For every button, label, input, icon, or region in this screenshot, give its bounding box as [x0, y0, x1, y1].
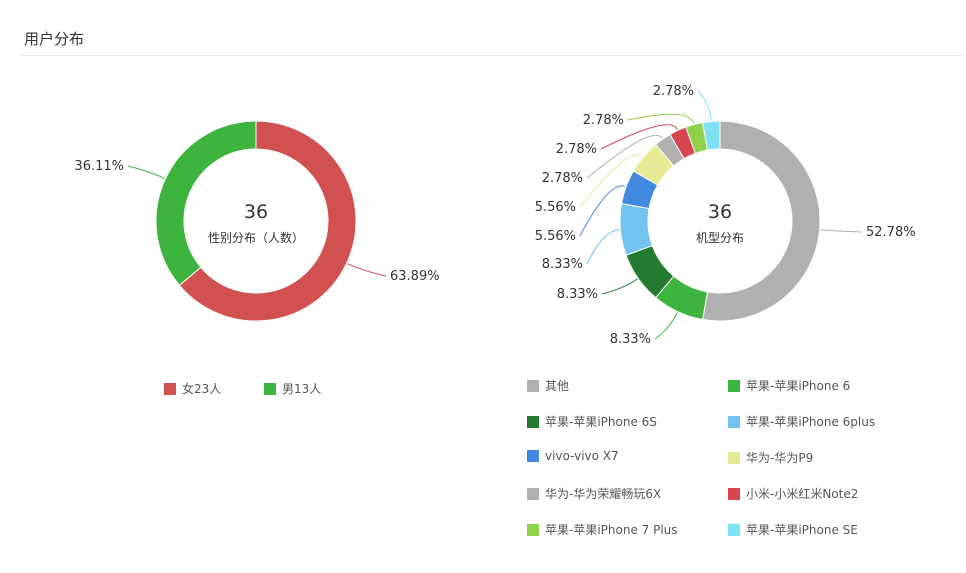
gender-legend-item-0[interactable]: 女23人 — [164, 380, 221, 397]
device-slice-3[interactable] — [619, 203, 653, 256]
device-leader-line-0 — [820, 229, 863, 233]
gender-legend-item-1[interactable]: 男13人 — [264, 380, 321, 397]
gender-legend-item-0-swatch — [164, 382, 176, 395]
device-legend-item-0[interactable]: 其他 — [527, 377, 569, 394]
device-percent-label-8: 2.78% — [583, 113, 624, 128]
device-legend-item-6[interactable]: 华为-华为荣耀畅玩6X — [527, 485, 661, 502]
device-legend-item-1-swatch — [728, 379, 740, 392]
device-slice-0[interactable] — [702, 120, 821, 322]
device-legend-item-9-label: 苹果-苹果iPhone SE — [746, 523, 858, 537]
device-legend-item-5[interactable]: 华为-华为P9 — [728, 449, 813, 466]
device-percent-label-9: 2.78% — [653, 84, 694, 99]
gender-legend-item-0-label: 女23人 — [182, 382, 222, 396]
device-legend-item-9-swatch — [728, 523, 740, 536]
device-legend-item-2[interactable]: 苹果-苹果iPhone 6S — [527, 413, 657, 430]
device-legend-item-2-label: 苹果-苹果iPhone 6S — [545, 415, 657, 429]
device-percent-label-1: 8.33% — [610, 332, 651, 347]
device-legend-item-3[interactable]: 苹果-苹果iPhone 6plus — [728, 413, 875, 430]
device-legend-item-5-swatch — [728, 451, 740, 464]
device-leader-line-6 — [586, 134, 663, 179]
gender-donut-chart: 63.89% 36.11% 36 性别分布（人数） — [74, 120, 440, 322]
device-legend-item-6-label: 华为-华为荣耀畅玩6X — [545, 487, 662, 501]
device-legend-item-3-swatch — [728, 415, 740, 428]
device-leader-line-5 — [579, 154, 643, 208]
gender-center-label: 性别分布（人数） — [208, 230, 304, 245]
device-legend-item-7-swatch — [728, 487, 740, 500]
device-legend-item-4[interactable]: vivo-vivo X7 — [527, 449, 619, 463]
device-leader-line-4 — [579, 185, 626, 237]
device-legend-item-7[interactable]: 小米-小米红米Note2 — [728, 485, 858, 502]
device-legend-item-0-label: 其他 — [545, 379, 570, 393]
page-title: 用户分布 — [24, 30, 85, 48]
device-percent-label-7: 2.78% — [556, 142, 597, 157]
device-percent-label-3: 8.33% — [542, 257, 583, 272]
device-legend-item-6-swatch — [527, 487, 539, 500]
device-center-value: 36 — [708, 201, 732, 223]
device-legend-item-2-swatch — [527, 415, 539, 428]
device-leader-line-8 — [627, 113, 695, 124]
gender-leader-line-1 — [127, 165, 165, 179]
gender-percent-label-0: 63.89% — [390, 269, 440, 284]
device-percent-label-6: 2.78% — [542, 171, 583, 186]
gender-legend-item-1-label: 男13人 — [282, 382, 322, 396]
device-percent-label-5: 5.56% — [535, 200, 576, 215]
device-legend-item-8-swatch — [527, 523, 539, 536]
device-legend-item-9[interactable]: 苹果-苹果iPhone SE — [728, 521, 858, 538]
device-percent-label-4: 5.56% — [535, 229, 576, 244]
device-percent-label-0: 52.78% — [866, 225, 916, 240]
device-donut-chart: 52.78% 8.33% 8.33% 8.33% 5.56% 5.56% 2.78% 2.78… — [535, 84, 916, 347]
gender-leader-line-0 — [347, 263, 387, 277]
device-leader-line-9 — [697, 90, 712, 121]
device-legend-item-0-swatch — [527, 379, 539, 392]
device-legend-item-4-label: vivo-vivo X7 — [545, 449, 619, 463]
device-legend-item-1-label: 苹果-苹果iPhone 6 — [746, 379, 851, 393]
device-legend-item-8-label: 苹果-苹果iPhone 7 Plus — [545, 523, 678, 537]
device-slice-9[interactable] — [702, 120, 721, 151]
device-legend-item-5-label: 华为-华为P9 — [746, 451, 814, 465]
device-leader-line-3 — [586, 229, 620, 265]
device-leader-line-1 — [654, 312, 678, 340]
device-legend-item-7-label: 小米-小米红米Note2 — [746, 487, 859, 501]
gender-percent-label-1: 36.11% — [74, 159, 124, 174]
gender-legend-item-1-swatch — [264, 382, 276, 395]
device-legend-item-3-label: 苹果-苹果iPhone 6plus — [746, 415, 876, 429]
title-divider — [22, 55, 962, 56]
device-percent-label-2: 8.33% — [557, 287, 598, 302]
device-legend-item-8[interactable]: 苹果-苹果iPhone 7 Plus — [527, 521, 678, 538]
device-leader-line-2 — [601, 278, 638, 295]
device-legend-item-1[interactable]: 苹果-苹果iPhone 6 — [728, 377, 850, 394]
gender-center-value: 36 — [244, 201, 268, 223]
device-leader-line-7 — [600, 124, 678, 150]
gender-slice-1[interactable] — [155, 120, 257, 286]
device-center-label: 机型分布 — [696, 231, 744, 245]
gender-slice-0[interactable] — [178, 120, 357, 322]
device-legend-item-4-swatch — [527, 450, 539, 462]
